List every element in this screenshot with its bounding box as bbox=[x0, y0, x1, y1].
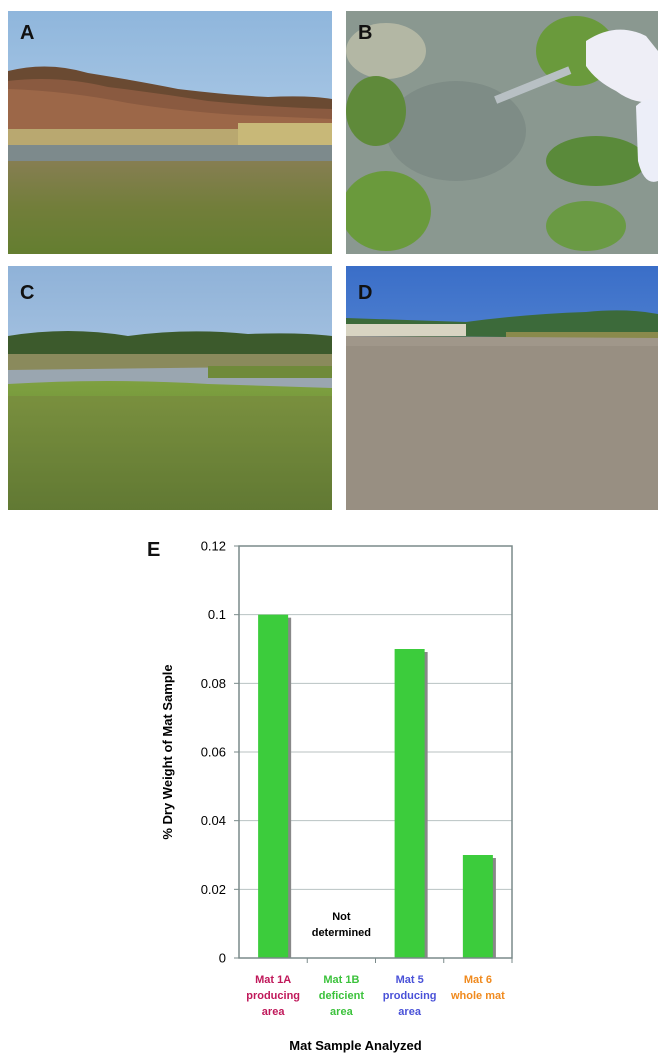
y-tick-label: 0.12 bbox=[201, 539, 226, 554]
not-determined-annotation: Not determined bbox=[312, 911, 371, 939]
annotation-line: determined bbox=[312, 927, 371, 939]
bars bbox=[258, 614, 496, 958]
x-category-label: Mat 1B deficient area bbox=[319, 974, 365, 1018]
bar bbox=[462, 855, 493, 958]
x-category-label-line: Mat 1B bbox=[323, 974, 359, 986]
photo-panel-d bbox=[346, 266, 658, 510]
y-tick-label: 0.08 bbox=[201, 676, 226, 691]
x-category-label-line: deficient bbox=[319, 990, 365, 1002]
bar bbox=[394, 649, 425, 958]
bar bbox=[258, 614, 289, 958]
panel-letter-c: C bbox=[20, 282, 35, 304]
x-category-label-line: Mat 1A bbox=[255, 974, 291, 986]
plot-area-frame bbox=[238, 545, 513, 959]
photo-panel-b bbox=[346, 11, 658, 254]
x-category-label-line: area bbox=[262, 1006, 286, 1018]
bar-chart: E 0 0.02 0.04 0.06 0.08 0.1 0.12 Mat 1A produci… bbox=[147, 539, 513, 1053]
x-category-label: Mat 5 producing area bbox=[383, 974, 437, 1018]
x-category-label-line: producing bbox=[383, 990, 437, 1002]
y-tick-label: 0.06 bbox=[201, 745, 226, 760]
x-category-label-line: area bbox=[330, 1006, 354, 1018]
panel-letter-b: B bbox=[358, 22, 373, 44]
y-tick-label: 0.1 bbox=[208, 607, 226, 622]
panel-letter-a: A bbox=[20, 22, 35, 44]
annotation-line: Not bbox=[332, 911, 351, 923]
photo-panel-a bbox=[8, 11, 332, 254]
panel-letter-e: E bbox=[147, 539, 160, 561]
x-category-label: Mat 1A producing area bbox=[246, 974, 300, 1018]
x-category-label-line: area bbox=[398, 1006, 422, 1018]
y-tick-labels: 0 0.02 0.04 0.06 0.08 0.1 0.12 bbox=[201, 539, 226, 966]
x-category-label-line: Mat 6 bbox=[464, 974, 492, 986]
y-tick-label: 0.02 bbox=[201, 882, 226, 897]
x-axis-title: Mat Sample Analyzed bbox=[289, 1038, 422, 1053]
x-category-label-line: whole mat bbox=[450, 990, 505, 1002]
x-category-label-line: producing bbox=[246, 990, 300, 1002]
y-tick-label: 0.04 bbox=[201, 813, 226, 828]
y-tick-label: 0 bbox=[219, 951, 226, 966]
y-axis-title: % Dry Weight of Mat Sample bbox=[160, 664, 175, 839]
x-category-label-line: Mat 5 bbox=[396, 974, 424, 986]
photo-panel-c bbox=[8, 266, 332, 510]
panel-letter-d: D bbox=[358, 282, 373, 304]
x-category-label: Mat 6 whole mat bbox=[450, 974, 505, 1002]
